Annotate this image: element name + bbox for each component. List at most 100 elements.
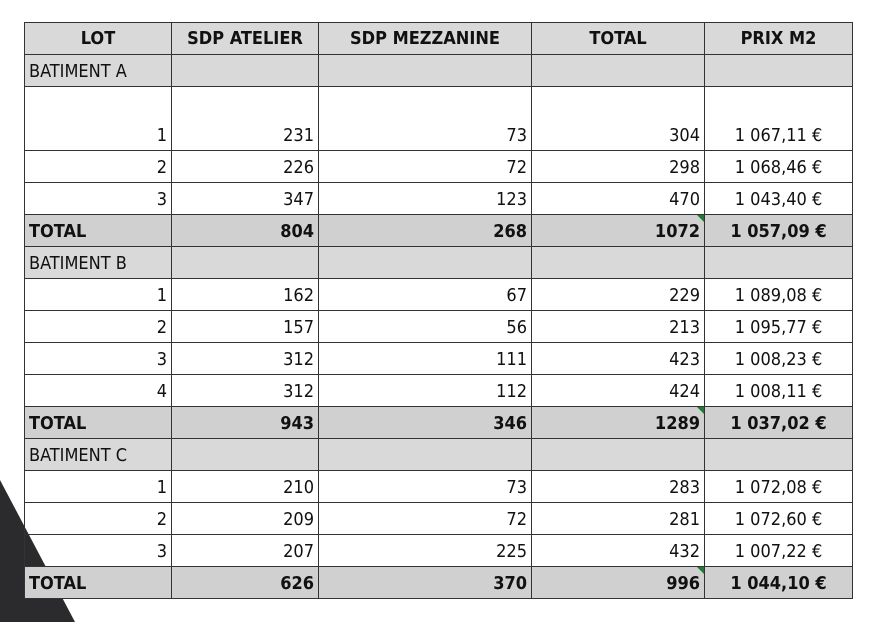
cell: 1 bbox=[24, 278, 172, 311]
total-cell: TOTAL bbox=[24, 214, 172, 247]
cell: 123 bbox=[318, 182, 532, 215]
cell: 3 bbox=[24, 534, 172, 567]
total-cell: 346 bbox=[318, 406, 532, 439]
empty-cell bbox=[531, 54, 705, 87]
empty-cell bbox=[318, 246, 532, 279]
lot-row: 2 226 72 298 1 068,46 € bbox=[24, 150, 853, 183]
cell: 1 007,22 € bbox=[704, 534, 853, 567]
section-row: BATIMENT A bbox=[24, 54, 853, 87]
section-row: BATIMENT B bbox=[24, 246, 853, 279]
total-row: TOTAL 804 268 1072 1 057,09 € bbox=[24, 214, 853, 247]
cell: 2 bbox=[24, 150, 172, 183]
total-cell: 804 bbox=[171, 214, 319, 247]
cell: 3 bbox=[24, 182, 172, 215]
table-head: LOT SDP ATELIER SDP MEZZANINE TOTAL PRIX M2 bbox=[24, 22, 853, 55]
section-name: BATIMENT A bbox=[24, 54, 172, 87]
section-name: BATIMENT C bbox=[24, 438, 172, 471]
lot-row: 2 157 56 213 1 095,77 € bbox=[24, 310, 853, 343]
lot-row: 1 231 73 304 1 067,11 € bbox=[24, 86, 853, 151]
lot-row: 3 347 123 470 1 043,40 € bbox=[24, 182, 853, 215]
cell: 67 bbox=[318, 278, 532, 311]
empty-cell bbox=[318, 438, 532, 471]
cell: 231 bbox=[171, 86, 319, 151]
lot-row: 4 312 112 424 1 008,11 € bbox=[24, 374, 853, 407]
cell: 470 bbox=[531, 182, 705, 215]
header-cell: SDP ATELIER bbox=[171, 22, 319, 55]
cell: 210 bbox=[171, 470, 319, 503]
lot-row: 3 207 225 432 1 007,22 € bbox=[24, 534, 853, 567]
cell: 1 072,60 € bbox=[704, 502, 853, 535]
cell: 56 bbox=[318, 310, 532, 343]
header-row: LOT SDP ATELIER SDP MEZZANINE TOTAL PRIX M2 bbox=[24, 22, 853, 55]
cell: 111 bbox=[318, 342, 532, 375]
lot-row: 1 210 73 283 1 072,08 € bbox=[24, 470, 853, 503]
cell: 281 bbox=[531, 502, 705, 535]
cell: 1 072,08 € bbox=[704, 470, 853, 503]
empty-cell bbox=[704, 246, 853, 279]
total-cell: TOTAL bbox=[24, 566, 172, 599]
cell: 72 bbox=[318, 502, 532, 535]
cell: 347 bbox=[171, 182, 319, 215]
cell: 1 095,77 € bbox=[704, 310, 853, 343]
lot-row: 2 209 72 281 1 072,60 € bbox=[24, 502, 853, 535]
cell: 312 bbox=[171, 342, 319, 375]
cell: 226 bbox=[171, 150, 319, 183]
total-cell: 626 bbox=[171, 566, 319, 599]
header-cell: PRIX M2 bbox=[704, 22, 853, 55]
cell: 4 bbox=[24, 374, 172, 407]
cell: 1 bbox=[24, 86, 172, 151]
total-row: TOTAL 626 370 996 1 044,10 € bbox=[24, 566, 853, 599]
cell: 157 bbox=[171, 310, 319, 343]
total-cell: 943 bbox=[171, 406, 319, 439]
empty-cell bbox=[171, 438, 319, 471]
cell: 1 043,40 € bbox=[704, 182, 853, 215]
cell: 112 bbox=[318, 374, 532, 407]
cell: 1 008,23 € bbox=[704, 342, 853, 375]
header-cell: SDP MEZZANINE bbox=[318, 22, 532, 55]
cell: 432 bbox=[531, 534, 705, 567]
cell: 1 067,11 € bbox=[704, 86, 853, 151]
cell: 424 bbox=[531, 374, 705, 407]
cell: 209 bbox=[171, 502, 319, 535]
empty-cell bbox=[171, 246, 319, 279]
cell: 304 bbox=[531, 86, 705, 151]
cell: 213 bbox=[531, 310, 705, 343]
cell: 229 bbox=[531, 278, 705, 311]
lot-row: 1 162 67 229 1 089,08 € bbox=[24, 278, 853, 311]
empty-cell bbox=[531, 438, 705, 471]
cell: 298 bbox=[531, 150, 705, 183]
cell: 283 bbox=[531, 470, 705, 503]
empty-cell bbox=[171, 54, 319, 87]
cell: 73 bbox=[318, 86, 532, 151]
total-cell: 1 037,02 € bbox=[704, 406, 853, 439]
cell: 423 bbox=[531, 342, 705, 375]
empty-cell bbox=[704, 438, 853, 471]
total-cell: TOTAL bbox=[24, 406, 172, 439]
total-cell: 996 bbox=[531, 566, 705, 599]
cell: 3 bbox=[24, 342, 172, 375]
total-cell: 1289 bbox=[531, 406, 705, 439]
header-cell: TOTAL bbox=[531, 22, 705, 55]
cell: 2 bbox=[24, 502, 172, 535]
cell: 225 bbox=[318, 534, 532, 567]
cell: 1 008,11 € bbox=[704, 374, 853, 407]
cell: 1 089,08 € bbox=[704, 278, 853, 311]
header-cell: LOT bbox=[24, 22, 172, 55]
empty-cell bbox=[704, 54, 853, 87]
total-cell: 370 bbox=[318, 566, 532, 599]
data-table: LOT SDP ATELIER SDP MEZZANINE TOTAL PRIX M2 … bbox=[24, 22, 853, 599]
lot-row: 3 312 111 423 1 008,23 € bbox=[24, 342, 853, 375]
cell: 1 068,46 € bbox=[704, 150, 853, 183]
empty-cell bbox=[318, 54, 532, 87]
total-cell: 1 044,10 € bbox=[704, 566, 853, 599]
cell: 1 bbox=[24, 470, 172, 503]
cell: 207 bbox=[171, 534, 319, 567]
empty-cell bbox=[531, 246, 705, 279]
section-name: BATIMENT B bbox=[24, 246, 172, 279]
cell: 73 bbox=[318, 470, 532, 503]
total-cell: 1072 bbox=[531, 214, 705, 247]
cell: 312 bbox=[171, 374, 319, 407]
cell: 162 bbox=[171, 278, 319, 311]
table-body: BATIMENT A 1 231 73 304 1 067,11 €2 226 72 298 1 … bbox=[24, 54, 853, 599]
total-cell: 1 057,09 € bbox=[704, 214, 853, 247]
